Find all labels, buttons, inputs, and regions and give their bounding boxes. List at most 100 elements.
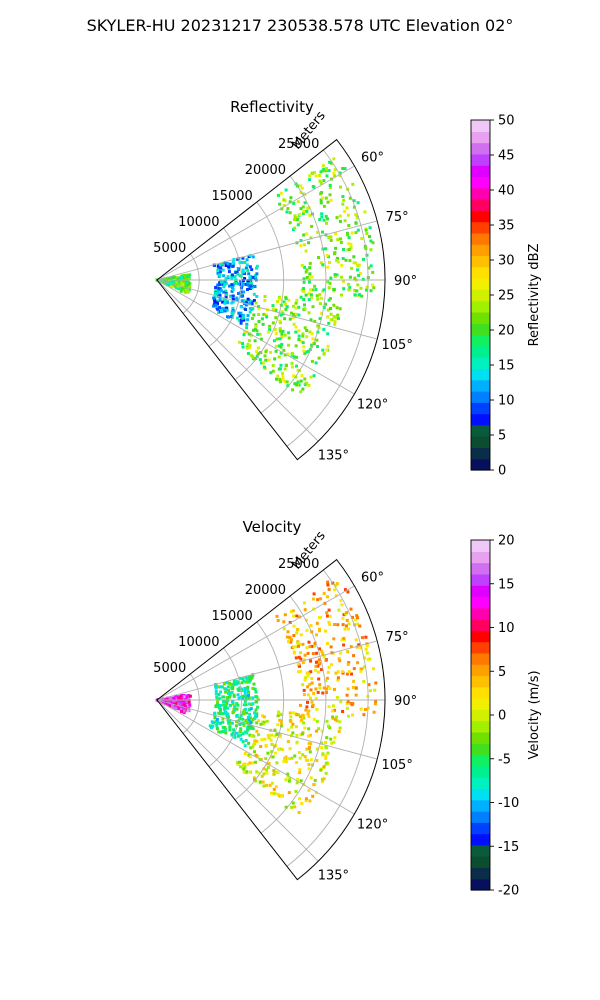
echo-pixel [220, 685, 224, 689]
echo-pixel [343, 588, 347, 592]
echo-pixel [290, 734, 293, 737]
echo-pixel [329, 737, 333, 741]
echo-pixel [372, 286, 376, 290]
echo-pixel [210, 720, 214, 724]
echo-pixel [217, 711, 221, 715]
echo-pixel [300, 186, 304, 190]
echo-pixel [280, 310, 284, 314]
colorbar-swatch [471, 379, 490, 392]
echo-pixel [350, 266, 354, 270]
echo-pixel [214, 720, 218, 724]
echo-pixel [305, 209, 309, 213]
echo-pixel [228, 719, 232, 722]
echo-pixel [220, 280, 224, 284]
echo-pixel [362, 680, 366, 683]
echo-pixel [328, 687, 332, 690]
echo-pixel [290, 756, 294, 760]
echo-pixel [327, 298, 331, 302]
echo-pixel [270, 791, 273, 795]
echo-pixel [339, 185, 342, 189]
echo-pixel [218, 721, 222, 725]
echo-pixel [321, 779, 324, 783]
echo-pixel [315, 294, 319, 298]
colorbar-tick-label: 15 [498, 577, 515, 592]
echo-pixel [246, 352, 250, 355]
echo-pixel [343, 219, 347, 223]
echo-pixel [218, 710, 222, 714]
echo-pixel [221, 720, 225, 724]
echo-pixel [309, 318, 313, 322]
range-ring [260, 175, 327, 414]
echo-pixel [241, 313, 245, 317]
echo-pixel [301, 332, 305, 336]
echo-pixel [307, 734, 310, 738]
echo-pixel [347, 288, 351, 292]
echo-pixel [321, 263, 325, 267]
echo-pixel [332, 687, 336, 691]
echo-pixel [168, 696, 172, 700]
echo-pixel [312, 607, 316, 611]
echo-pixel [294, 645, 298, 649]
echo-pixel [342, 198, 346, 202]
echo-pixel [315, 729, 319, 733]
echo-pixel [352, 654, 356, 658]
echo-pixel [303, 307, 307, 311]
echo-pixel [288, 221, 292, 225]
echo-pixel [332, 704, 335, 708]
echo-layer [155, 157, 376, 394]
echo-pixel [338, 720, 342, 724]
echo-pixel [277, 355, 281, 359]
colorbar-swatch [471, 266, 490, 279]
echo-pixel [243, 762, 247, 766]
echo-pixel [318, 302, 322, 306]
echo-pixel [223, 710, 227, 714]
echo-pixel [271, 304, 275, 308]
echo-pixel [236, 761, 240, 765]
echo-pixel [262, 365, 266, 369]
echo-pixel [170, 279, 174, 283]
echo-pixel [185, 695, 189, 699]
echo-pixel [324, 658, 328, 662]
colorbar-swatch [471, 334, 490, 347]
echo-pixel [246, 685, 250, 689]
echo-pixel [342, 636, 346, 640]
echo-pixel [351, 685, 355, 689]
echo-pixel [270, 750, 274, 754]
echo-pixel [356, 264, 360, 267]
echo-pixel [341, 710, 345, 713]
echo-pixel [233, 735, 237, 739]
echo-pixel [281, 375, 285, 378]
echo-pixel [227, 315, 231, 319]
echo-pixel [296, 223, 300, 227]
azimuth-spoke [156, 165, 355, 281]
echo-pixel [326, 308, 330, 312]
echo-pixel [309, 758, 313, 762]
echo-pixel [245, 679, 249, 683]
echo-pixel [300, 288, 304, 292]
echo-pixel [186, 274, 190, 278]
echo-pixel [179, 282, 183, 286]
echo-pixel [347, 248, 351, 251]
echo-pixel [347, 661, 351, 665]
echo-pixel [341, 616, 345, 620]
echo-pixel [246, 283, 250, 287]
echo-pixel [303, 653, 307, 657]
colorbar-swatch [471, 754, 490, 767]
echo-pixel [313, 644, 316, 648]
echo-pixel [307, 277, 311, 281]
echo-pixel [174, 702, 178, 706]
echo-pixel [277, 710, 280, 714]
echo-pixel [332, 288, 336, 291]
echo-pixel [225, 696, 229, 700]
echo-pixel [324, 762, 328, 766]
echo-pixel [217, 311, 221, 314]
echo-pixel [329, 235, 333, 239]
echo-pixel [307, 715, 311, 719]
echo-pixel [237, 696, 241, 700]
echo-pixel [312, 783, 316, 787]
echo-pixel [209, 726, 213, 730]
echo-pixel [276, 619, 280, 622]
echo-pixel [346, 687, 350, 691]
echo-pixel [246, 728, 250, 732]
echo-pixel [247, 680, 251, 684]
